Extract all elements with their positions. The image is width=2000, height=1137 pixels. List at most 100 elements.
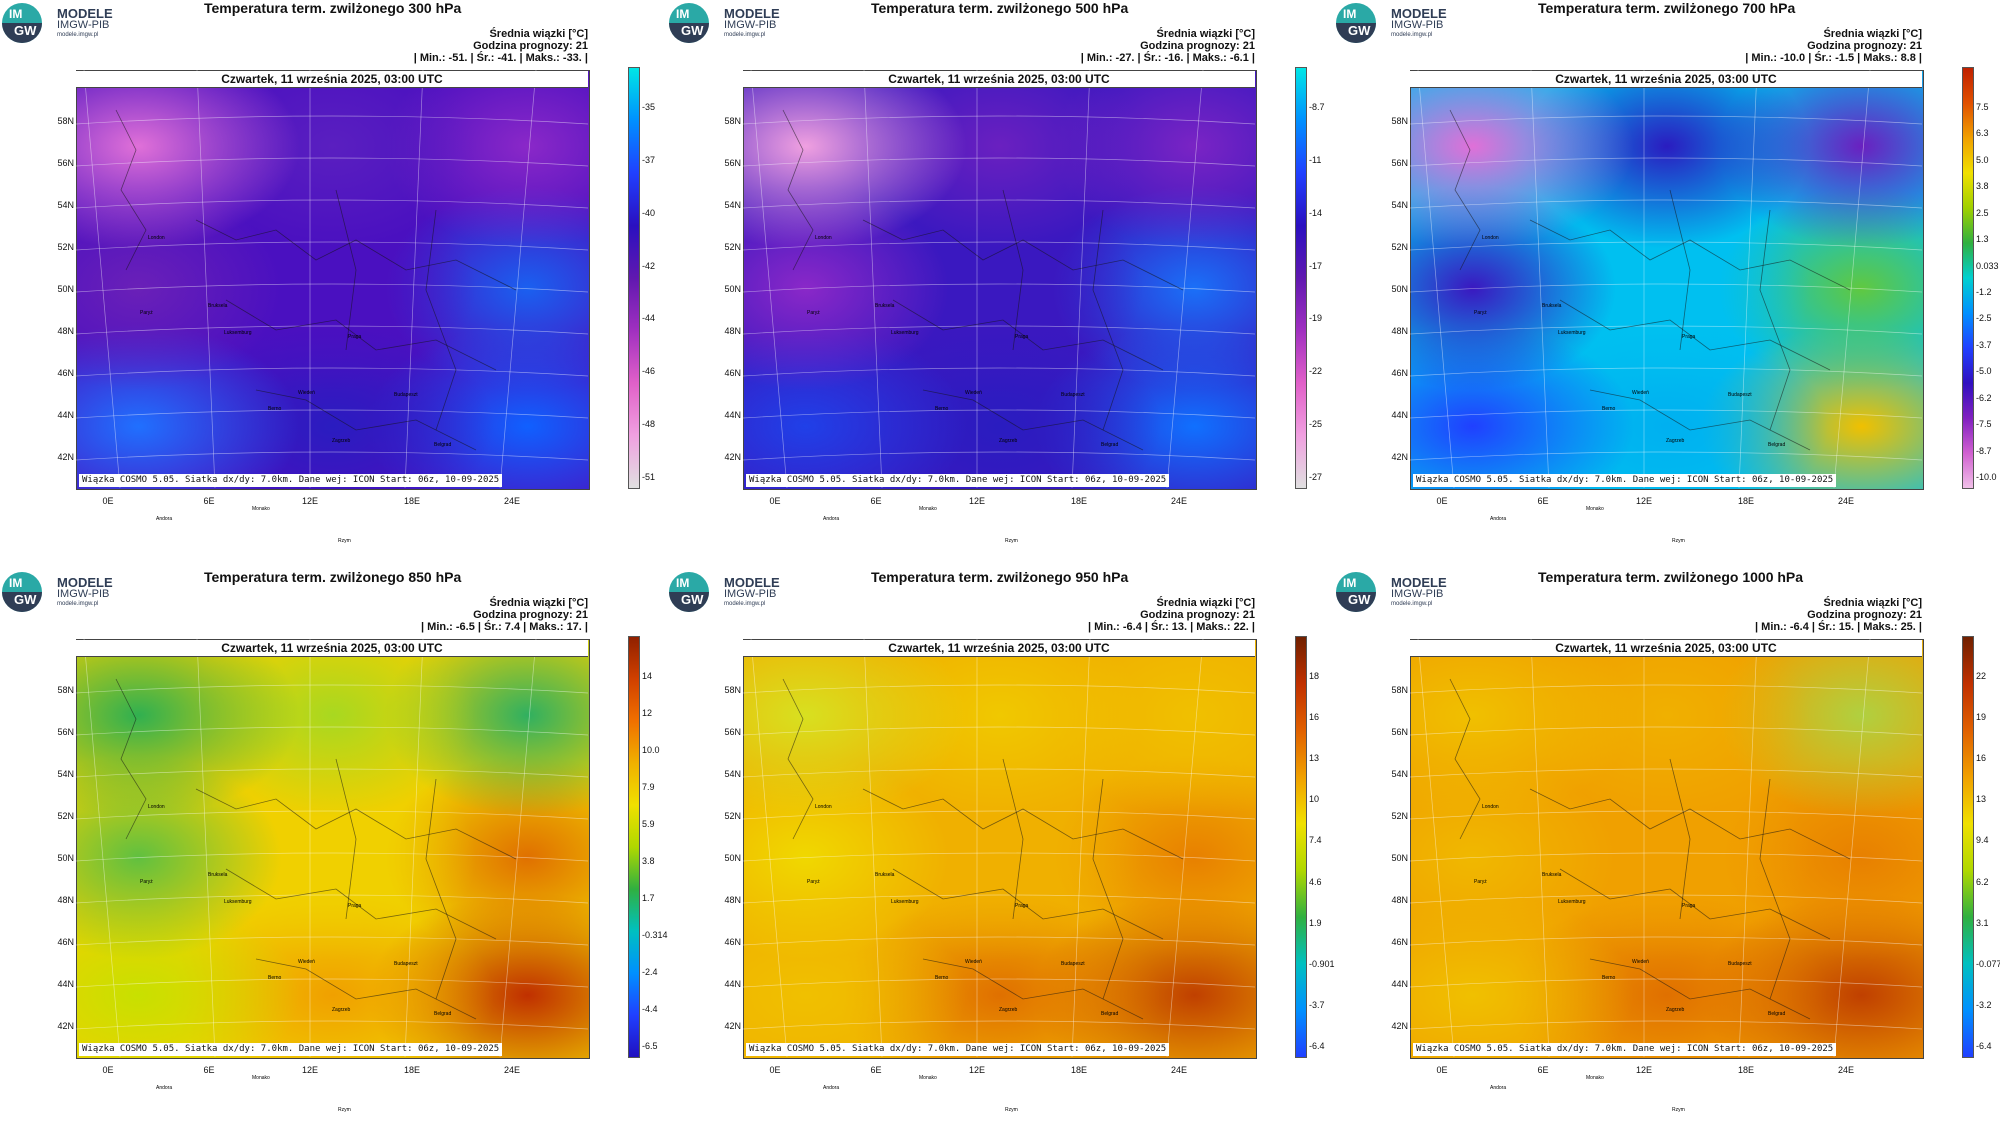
- latitude-gridline: [743, 367, 1255, 377]
- colorbar-tick-label: 22: [1976, 671, 1987, 681]
- date-bar: Czwartek, 11 września 2025, 03:00 UTC: [743, 71, 1255, 88]
- colorbar-tick-label: -44: [642, 313, 656, 324]
- latitude-gridline: [1410, 451, 1922, 461]
- latitude-gridline: [76, 978, 588, 988]
- stats-block: Średnia wiązki [°C] Godzina prognozy: 21 |…: [1745, 28, 1922, 64]
- latitude-tick-label: 46N: [57, 368, 74, 378]
- city-label: Paryż: [1474, 310, 1487, 316]
- city-label: Bruksela: [208, 303, 228, 309]
- city-label: Luksemburg: [1558, 330, 1586, 336]
- city-label: Budapeszt: [394, 961, 418, 967]
- logo-circle-text-top: IM: [9, 7, 23, 21]
- date-bar: Czwartek, 11 września 2025, 03:00 UTC: [76, 71, 588, 88]
- city-label: London: [148, 235, 165, 241]
- logo-circle: IM GW: [669, 572, 709, 612]
- city-label: Berno: [268, 975, 282, 981]
- logo-circle-text-bottom: GW: [14, 23, 37, 38]
- city-label: Praga: [348, 334, 362, 340]
- colorbar-tick-label: 10.0: [642, 745, 660, 755]
- logo-line1: MODELE: [1391, 575, 1447, 590]
- forecast-hour: Godzina prognozy: 21: [473, 40, 588, 52]
- latitude-tick-label: 54N: [724, 769, 741, 779]
- latitude-tick-label: 42N: [724, 1021, 741, 1031]
- date-bar: Czwartek, 11 września 2025, 03:00 UTC: [1410, 71, 1922, 88]
- country-border: [115, 678, 147, 840]
- city-label: Praga: [1682, 903, 1696, 909]
- longitude-gridline: [83, 70, 121, 488]
- colorbar-tick-label: -6.4: [1309, 1041, 1325, 1051]
- latitude-tick-label: 52N: [1391, 242, 1408, 252]
- colorbar-tick-label: 3.8: [1976, 181, 1989, 192]
- city-label: Belgrad: [1768, 1011, 1786, 1017]
- latitude-gridline: [1410, 852, 1922, 862]
- forecast-hour: Godzina prognozy: 21: [1140, 40, 1255, 52]
- latitude-gridline: [1410, 684, 1922, 694]
- city-label: Bruksela: [875, 303, 895, 309]
- city-label: Berno: [935, 406, 949, 412]
- latitude-tick-label: 52N: [1391, 811, 1408, 821]
- latitude-gridline: [743, 451, 1255, 461]
- longitude-tick-label: 12E: [968, 496, 985, 506]
- country-border: [1529, 788, 1851, 860]
- latitude-tick-label: 46N: [1391, 368, 1408, 378]
- colorbar-tick-label: 7.9: [642, 782, 655, 792]
- longitude-gridline: [1417, 70, 1455, 488]
- city-label: Budapeszt: [1728, 392, 1752, 398]
- latitude-tick-label: 52N: [57, 242, 74, 252]
- latitude-gridline: [76, 199, 588, 209]
- stats-label: Średnia wiązki [°C]: [489, 28, 588, 40]
- logo-line3: modele.imgw.pl: [724, 32, 766, 38]
- longitude-tick-label: 24E: [503, 1065, 520, 1075]
- stats-label: Średnia wiązki [°C]: [1156, 28, 1255, 40]
- country-border: [425, 209, 457, 431]
- stats-values: | Min.: -10.0 | Śr.: -1.5 | Maks.: 8.8 |: [1745, 52, 1922, 64]
- logo-line1: MODELE: [57, 6, 113, 21]
- latitude-tick-label: 48N: [57, 895, 74, 905]
- colorbar-tick-label: 12: [642, 708, 653, 718]
- colorbar: [1962, 67, 1974, 489]
- country-border: [255, 389, 477, 451]
- country-border: [922, 958, 1144, 1020]
- city-label: Andora: [1490, 1085, 1507, 1091]
- stats-block: Średnia wiązki [°C] Godzina prognozy: 21 |…: [414, 28, 588, 64]
- longitude-tick-label: 6E: [1537, 1065, 1549, 1075]
- latitude-gridline: [1410, 936, 1922, 946]
- latitude-tick-label: 48N: [1391, 326, 1408, 336]
- city-label: Monako: [1586, 506, 1604, 512]
- chart-title: Temperatura term. zwilżonego 300 hPa: [204, 0, 462, 16]
- country-border: [892, 868, 1164, 940]
- colorbar-tick-label: 13: [1976, 794, 1987, 805]
- country-border: [255, 958, 477, 1020]
- country-border: [862, 788, 1184, 860]
- city-label: Wiedeń: [965, 390, 982, 396]
- forecast-hour: Godzina prognozy: 21: [1807, 40, 1922, 52]
- city-label: Wiedeń: [298, 959, 315, 965]
- logo-line1: MODELE: [724, 575, 780, 590]
- map-overlay: [1410, 70, 1922, 488]
- city-label: Luksemburg: [224, 330, 252, 336]
- logo-circle-text-top: IM: [676, 7, 690, 21]
- map-overlay: [76, 70, 588, 488]
- latitude-gridline: [743, 894, 1255, 904]
- latitude-gridline: [76, 451, 588, 461]
- latitude-tick-label: 54N: [57, 769, 74, 779]
- city-label: Paryż: [807, 310, 820, 316]
- latitude-gridline: [1410, 810, 1922, 820]
- city-label: Rzym: [338, 538, 351, 544]
- longitude-gridline: [404, 70, 424, 488]
- latitude-tick-label: 56N: [724, 727, 741, 737]
- stats-label: Średnia wiązki [°C]: [1823, 28, 1922, 40]
- latitude-gridline: [76, 157, 588, 167]
- logo-line1: MODELE: [1391, 6, 1447, 21]
- latitude-tick-label: 52N: [724, 242, 741, 252]
- logo-circle-text-top: IM: [1343, 576, 1357, 590]
- country-border: [1589, 958, 1811, 1020]
- heatmap-field: [1410, 70, 1924, 490]
- chart-panel: IM GW MODELE IMGW-PIB modele.imgw.pl Temperat…: [1334, 0, 2000, 568]
- longitude-gridline: [750, 70, 788, 488]
- city-label: Rzym: [1672, 1107, 1685, 1113]
- longitude-gridline: [863, 639, 883, 1057]
- latitude-tick-label: 58N: [1391, 685, 1408, 695]
- longitude-tick-label: 12E: [968, 1065, 985, 1075]
- city-label: Praga: [1682, 334, 1696, 340]
